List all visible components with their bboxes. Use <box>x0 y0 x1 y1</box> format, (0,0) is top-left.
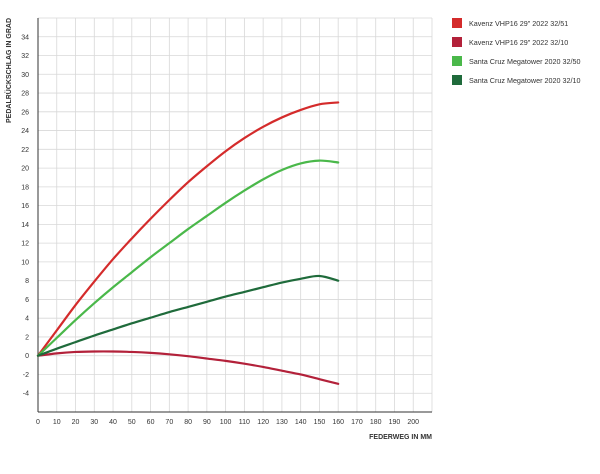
y-tick-label: 28 <box>21 91 29 98</box>
x-tick-label: 200 <box>407 419 419 426</box>
legend-swatch <box>452 56 462 66</box>
legend-swatch <box>452 37 462 47</box>
x-tick-label: 60 <box>147 419 155 426</box>
y-axis-title: PEDALRÜCKSCHLAG IN GRAD <box>4 18 13 123</box>
x-tick-label: 120 <box>257 419 269 426</box>
x-tick-label: 90 <box>203 419 211 426</box>
grid <box>38 17 433 412</box>
y-tick-label: 20 <box>21 166 29 173</box>
y-tick-label: 24 <box>21 128 29 135</box>
x-tick-label: 20 <box>72 419 80 426</box>
x-tick-label: 130 <box>276 419 288 426</box>
y-tick-label: 22 <box>21 147 29 154</box>
legend-swatch <box>452 75 462 85</box>
series-line-3 <box>36 159 340 357</box>
series-line-1 <box>36 101 340 357</box>
y-tick-label: 30 <box>21 72 29 79</box>
y-tick-label: 2 <box>25 334 29 341</box>
x-tick-label: 110 <box>239 419 250 426</box>
series-line-4 <box>36 274 340 357</box>
series-line-2 <box>36 350 340 385</box>
y-tick-label: 12 <box>21 241 29 248</box>
y-tick-label: 6 <box>25 297 29 304</box>
y-tick-label: 10 <box>21 259 29 266</box>
y-tick-label: 4 <box>25 316 29 323</box>
x-tick-label: 190 <box>389 419 401 426</box>
y-tick-label: 16 <box>21 203 29 210</box>
x-tick-label: 160 <box>332 419 344 426</box>
legend-label: Kavenz VHP16 29" 2022 32/51 <box>469 19 568 28</box>
axes <box>37 18 432 413</box>
legend-label: Kavenz VHP16 29" 2022 32/10 <box>469 38 568 47</box>
x-tick-label: 40 <box>109 419 117 426</box>
x-tick-label: 50 <box>128 419 136 426</box>
x-tick-labels: 0 10 20 30 40 50 60 70 80 90 100 110 120 130 140 150 160… <box>36 419 419 426</box>
x-tick-label: 170 <box>351 419 363 426</box>
x-tick-label: 30 <box>90 419 98 426</box>
legend-label: Santa Cruz Megatower 2020 32/50 <box>469 57 580 66</box>
y-tick-label: -4 <box>23 391 29 398</box>
legend-label: Santa Cruz Megatower 2020 32/10 <box>469 76 580 85</box>
series-lines <box>36 101 340 385</box>
x-tick-label: 80 <box>184 419 192 426</box>
x-tick-label: 150 <box>314 419 326 426</box>
x-axis-title: FEDERWEG IN MM <box>369 434 432 441</box>
x-tick-label: 70 <box>165 419 173 426</box>
y-tick-label: 34 <box>21 34 29 41</box>
y-tick-label: 0 <box>25 353 29 360</box>
x-tick-label: 0 <box>36 419 40 426</box>
x-tick-label: 100 <box>220 419 232 426</box>
legend-swatch <box>452 18 462 28</box>
y-tick-label: -2 <box>23 372 29 379</box>
x-tick-label: 10 <box>53 419 61 426</box>
x-tick-label: 140 <box>295 419 307 426</box>
y-tick-label: 32 <box>21 53 29 60</box>
y-tick-label: 8 <box>25 278 29 285</box>
y-tick-label: 18 <box>21 184 29 191</box>
x-tick-label: 180 <box>370 419 382 426</box>
legend: Kavenz VHP16 29" 2022 32/51 Kavenz VHP16 … <box>452 18 580 85</box>
y-tick-label: 14 <box>21 222 29 229</box>
y-tick-label: 26 <box>21 109 29 116</box>
